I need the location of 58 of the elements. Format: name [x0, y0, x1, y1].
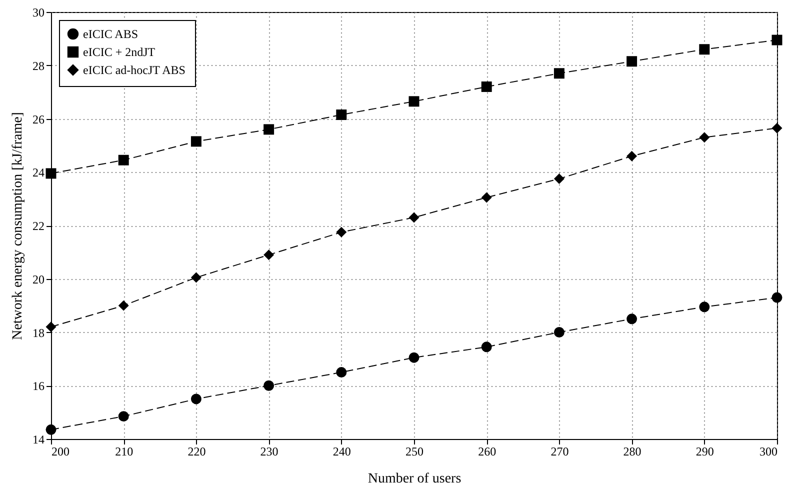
point [336, 367, 347, 378]
point [699, 132, 710, 143]
point [118, 154, 129, 166]
y-tick-label: 22 [32, 219, 44, 233]
point [408, 96, 420, 107]
point [772, 122, 782, 134]
point [336, 110, 347, 120]
point [554, 68, 564, 79]
point [481, 81, 492, 92]
point [408, 352, 420, 363]
x-tick-label: 210 [115, 444, 134, 458]
point [408, 212, 420, 223]
x-tick-label: 240 [332, 444, 351, 458]
point [264, 250, 274, 260]
y-tick-label: 20 [32, 272, 44, 286]
y-tick-label: 26 [32, 112, 44, 126]
x-tick-label: 300 [760, 444, 778, 458]
x-tick-label: 260 [478, 444, 496, 458]
legend-label: eICIC + 2ndJT [83, 45, 156, 59]
point [336, 226, 347, 238]
point [554, 174, 564, 184]
x-tick-label: 290 [696, 444, 714, 458]
point [481, 342, 492, 352]
point [190, 136, 202, 147]
x-tick-label: 280 [623, 444, 642, 458]
x-tick-label: 220 [188, 444, 206, 458]
point [118, 411, 129, 422]
y-tick-label: 14 [32, 432, 44, 446]
x-axis-title: Number of users [368, 472, 462, 486]
x-tick-label: 200 [52, 444, 70, 458]
point [554, 327, 564, 338]
point [46, 168, 56, 179]
point [772, 292, 782, 303]
y-tick-label: 24 [32, 166, 44, 180]
point [699, 302, 710, 312]
legend-label: eICIC ad-hocJT ABS [83, 63, 186, 77]
y-tick-label: 28 [32, 58, 44, 73]
point [190, 394, 202, 404]
x-tick-label: 270 [550, 444, 569, 458]
point [46, 322, 56, 332]
point [626, 314, 638, 324]
point [46, 424, 56, 435]
point [626, 150, 638, 162]
y-tick-label: 30 [32, 6, 44, 20]
y-tick-label: 18 [32, 326, 44, 340]
y-tick-label: 16 [32, 379, 44, 394]
point [481, 192, 492, 203]
point [626, 56, 638, 67]
legend-label: eICIC ABS [83, 27, 138, 41]
y-axis-title: Network energy consumption [kJ/frame] [10, 112, 26, 340]
point [118, 300, 129, 311]
point [699, 44, 710, 55]
point [264, 380, 274, 391]
point [772, 34, 782, 46]
x-tick-label: 230 [260, 444, 278, 458]
point [264, 124, 274, 135]
point [190, 272, 202, 283]
x-tick-label: 250 [406, 444, 424, 458]
